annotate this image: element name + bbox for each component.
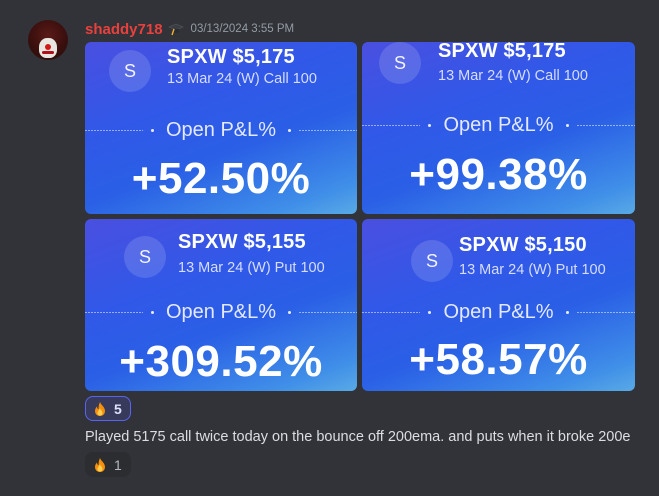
attachment-image-3[interactable]: S SPXW $5,155 13 Mar 24 (W) Put 100 Open…	[85, 219, 357, 391]
pnl-label-row: Open P&L%	[85, 119, 357, 141]
dotted-divider	[85, 129, 143, 131]
pnl-value: +309.52%	[119, 337, 323, 386]
pnl-label: Open P&L%	[443, 300, 554, 323]
divider-dot	[150, 310, 154, 314]
option-title: SPXW $5,155	[178, 231, 306, 253]
option-subtitle: 13 Mar 24 (W) Call 100	[167, 71, 317, 87]
reaction-fire-button[interactable]: 1	[85, 452, 131, 477]
pnl-value: +52.50%	[131, 154, 311, 203]
message-timestamp: 03/13/2024 3:55 PM	[190, 23, 295, 35]
message-content: Played 5175 call twice today on the boun…	[85, 429, 631, 445]
pnl-label: Open P&L%	[165, 118, 277, 141]
fire-icon	[92, 457, 108, 473]
graduation-cap-icon[interactable]	[167, 21, 184, 37]
ticker-avatar: S	[124, 236, 166, 278]
option-subtitle: 13 Mar 24 (W) Put 100	[178, 260, 325, 276]
message-header: shaddy718 03/13/2024 3:55 PM	[85, 19, 294, 39]
divider-dot	[428, 310, 432, 314]
ticker-avatar: S	[379, 42, 421, 84]
pnl-label-row: Open P&L%	[85, 301, 357, 323]
pnl-label-row: Open P&L%	[362, 301, 635, 323]
option-title: SPXW $5,150	[459, 234, 587, 256]
reaction-count: 5	[114, 400, 122, 417]
ticker-avatar: S	[109, 50, 151, 92]
dotted-divider	[85, 311, 143, 313]
option-subtitle: 13 Mar 24 (W) Call 100	[438, 68, 588, 84]
dotted-divider	[299, 311, 357, 313]
image-attachment-grid: S SPXW $5,175 13 Mar 24 (W) Call 100 Ope…	[85, 42, 635, 391]
option-title: SPXW $5,175	[167, 46, 295, 68]
pnl-value: +58.57%	[409, 335, 588, 384]
attachment-image-4[interactable]: S SPXW $5,150 13 Mar 24 (W) Put 100 Open…	[362, 219, 635, 391]
dotted-divider	[576, 124, 635, 126]
divider-dot	[288, 128, 292, 132]
divider-dot	[150, 128, 154, 132]
user-avatar[interactable]	[28, 20, 68, 60]
divider-dot	[565, 310, 569, 314]
pnl-value: +99.38%	[409, 150, 588, 199]
avatar-mouth	[42, 51, 54, 54]
option-title: SPXW $5,175	[438, 42, 566, 62]
ticker-avatar: S	[411, 240, 453, 282]
divider-dot	[288, 310, 292, 314]
reaction-fire-button[interactable]: 5	[85, 396, 131, 421]
dotted-divider	[576, 311, 635, 313]
username[interactable]: shaddy718	[85, 20, 163, 38]
avatar-nose	[45, 44, 51, 50]
attachment-image-2[interactable]: S SPXW $5,175 13 Mar 24 (W) Call 100 Ope…	[362, 42, 635, 214]
pnl-label: Open P&L%	[165, 300, 277, 323]
dotted-divider	[362, 124, 421, 126]
fire-icon	[92, 401, 108, 417]
pnl-label-row: Open P&L%	[362, 114, 635, 136]
divider-dot	[428, 123, 432, 127]
divider-dot	[565, 123, 569, 127]
dotted-divider	[362, 311, 421, 313]
reaction-count: 1	[114, 456, 122, 473]
dotted-divider	[299, 129, 357, 131]
attachment-image-1[interactable]: S SPXW $5,175 13 Mar 24 (W) Call 100 Ope…	[85, 42, 357, 214]
option-subtitle: 13 Mar 24 (W) Put 100	[459, 262, 606, 278]
pnl-label: Open P&L%	[443, 113, 554, 136]
